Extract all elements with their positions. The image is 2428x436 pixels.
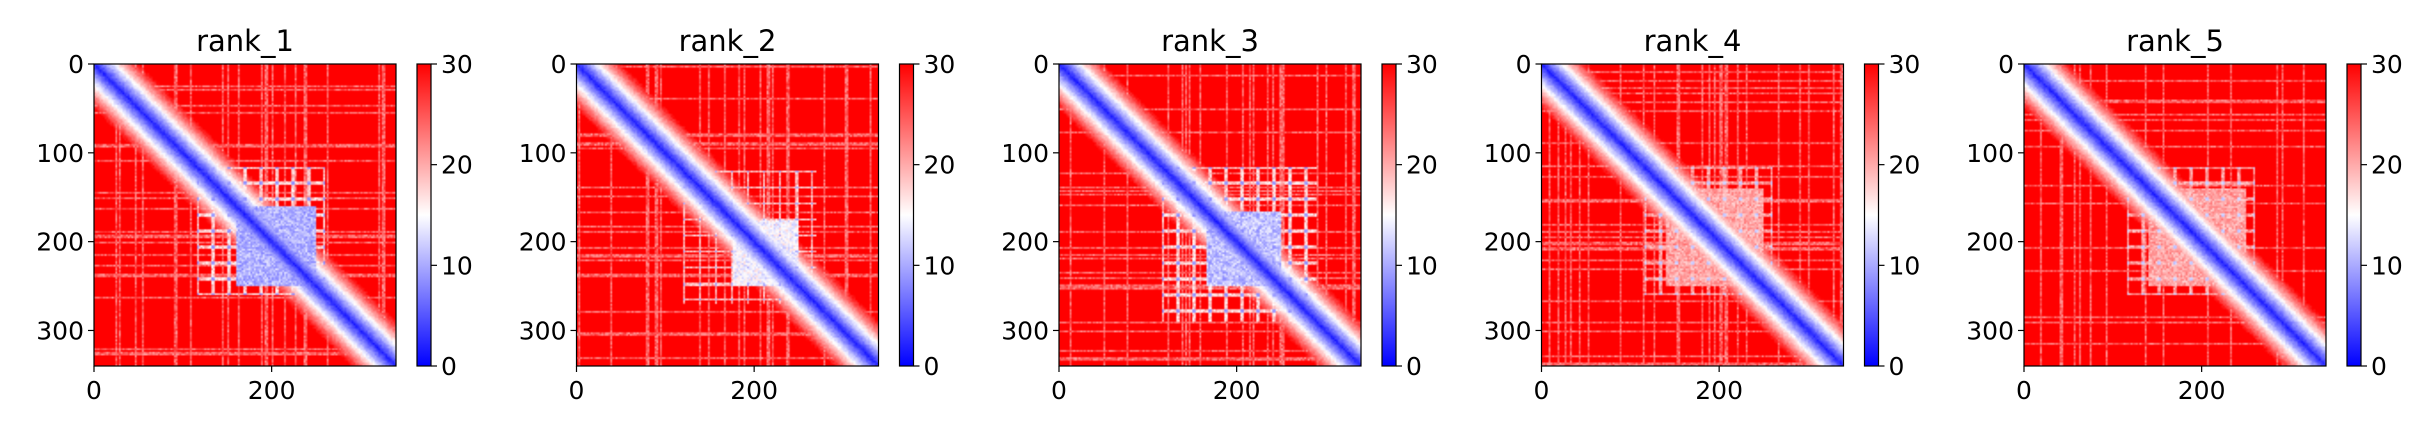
colorbar-tick-label: 20 bbox=[1406, 151, 1438, 180]
y-tick-label: 100 bbox=[519, 139, 567, 168]
x-tick-label: 200 bbox=[1695, 376, 1743, 405]
y-tick-label: 100 bbox=[1966, 139, 2014, 168]
y-tick-label: 300 bbox=[519, 316, 567, 345]
y-tick-label: 200 bbox=[1001, 228, 1049, 257]
heatmap-image bbox=[1541, 64, 1844, 366]
x-tick-label: 0 bbox=[1051, 376, 1067, 405]
colorbar-tick-label: 10 bbox=[924, 251, 956, 280]
axes-frame bbox=[2023, 63, 2327, 367]
y-tick-label: 200 bbox=[519, 228, 567, 257]
axes-frame bbox=[93, 63, 397, 367]
colorbar bbox=[1863, 63, 1880, 367]
panel-title: rank_3 bbox=[1161, 24, 1259, 58]
y-tick-label: 300 bbox=[1484, 316, 1532, 345]
y-tick-label: 300 bbox=[1001, 316, 1049, 345]
panel-title: rank_5 bbox=[2126, 24, 2224, 58]
colorbar-tick-label: 10 bbox=[1889, 251, 1921, 280]
panel-4: rank_4 0 100 200 300 0 200 0 10 20 30 bbox=[1484, 24, 1921, 405]
colorbar bbox=[1381, 63, 1397, 367]
x-tick-label: 200 bbox=[1213, 376, 1261, 405]
y-tick-label: 0 bbox=[551, 50, 567, 79]
x-tick-label: 200 bbox=[730, 376, 778, 405]
x-tick-label: 200 bbox=[2178, 376, 2226, 405]
colorbar-tick-label: 30 bbox=[1889, 50, 1921, 79]
y-tick-label: 200 bbox=[1966, 228, 2014, 257]
x-tick-label: 0 bbox=[86, 376, 102, 405]
y-tick-label: 0 bbox=[1033, 50, 1049, 79]
colorbar-tick-label: 10 bbox=[1406, 251, 1438, 280]
y-tick-label: 300 bbox=[36, 316, 84, 345]
y-tick-label: 100 bbox=[1001, 139, 1049, 168]
colorbar-tick-label: 0 bbox=[441, 352, 457, 381]
panel-title: rank_4 bbox=[1644, 24, 1742, 58]
colorbar bbox=[898, 63, 915, 367]
y-tick-label: 0 bbox=[1998, 50, 2014, 79]
x-tick-label: 0 bbox=[569, 376, 585, 405]
colorbar-tick-label: 20 bbox=[441, 151, 473, 180]
axes-frame bbox=[1058, 63, 1362, 367]
x-tick-label: 200 bbox=[248, 376, 296, 405]
heatmap-image bbox=[1059, 64, 1361, 366]
y-tick-label: 0 bbox=[1516, 50, 1532, 79]
colorbar bbox=[416, 63, 432, 367]
colorbar-tick-label: 20 bbox=[2371, 151, 2403, 180]
colorbar bbox=[2346, 63, 2362, 367]
panel-5: rank_5 0 100 200 300 0 200 0 10 20 30 bbox=[1966, 24, 2403, 405]
y-tick-label: 300 bbox=[1966, 316, 2014, 345]
y-tick-label: 100 bbox=[1484, 139, 1532, 168]
panel-1: rank_1 0 100 200 300 0 200 0 10 20 30 bbox=[36, 24, 473, 405]
colorbar-tick-label: 0 bbox=[1406, 352, 1422, 381]
y-tick-label: 0 bbox=[68, 50, 84, 79]
panel-title: rank_1 bbox=[196, 24, 294, 58]
colorbar-tick-label: 20 bbox=[1889, 151, 1921, 180]
colorbar-tick-label: 10 bbox=[2371, 251, 2403, 280]
colorbar-tick-label: 0 bbox=[924, 352, 940, 381]
panel-title: rank_2 bbox=[679, 24, 777, 58]
heatmap-image bbox=[2024, 64, 2326, 366]
colorbar-tick-label: 0 bbox=[2371, 352, 2387, 381]
heatmap-image bbox=[94, 64, 396, 366]
y-tick-label: 100 bbox=[36, 139, 84, 168]
y-tick-label: 200 bbox=[36, 228, 84, 257]
heatmap-image bbox=[576, 64, 879, 366]
colorbar-tick-label: 0 bbox=[1889, 352, 1905, 381]
colorbar-tick-label: 30 bbox=[2371, 50, 2403, 79]
axes-frame bbox=[575, 63, 880, 367]
colorbar-tick-label: 30 bbox=[924, 50, 956, 79]
panel-2: rank_2 0 100 200 300 0 200 0 10 20 30 bbox=[519, 24, 956, 405]
colorbar-tick-label: 20 bbox=[924, 151, 956, 180]
x-tick-label: 0 bbox=[2016, 376, 2032, 405]
colorbar-tick-label: 30 bbox=[441, 50, 473, 79]
panel-3: rank_3 0 100 200 300 0 200 0 10 20 30 bbox=[1001, 24, 1438, 405]
colorbar-tick-label: 30 bbox=[1406, 50, 1438, 79]
axes-frame bbox=[1540, 63, 1845, 367]
colorbar-tick-label: 10 bbox=[441, 251, 473, 280]
x-tick-label: 0 bbox=[1534, 376, 1550, 405]
y-tick-label: 200 bbox=[1484, 228, 1532, 257]
